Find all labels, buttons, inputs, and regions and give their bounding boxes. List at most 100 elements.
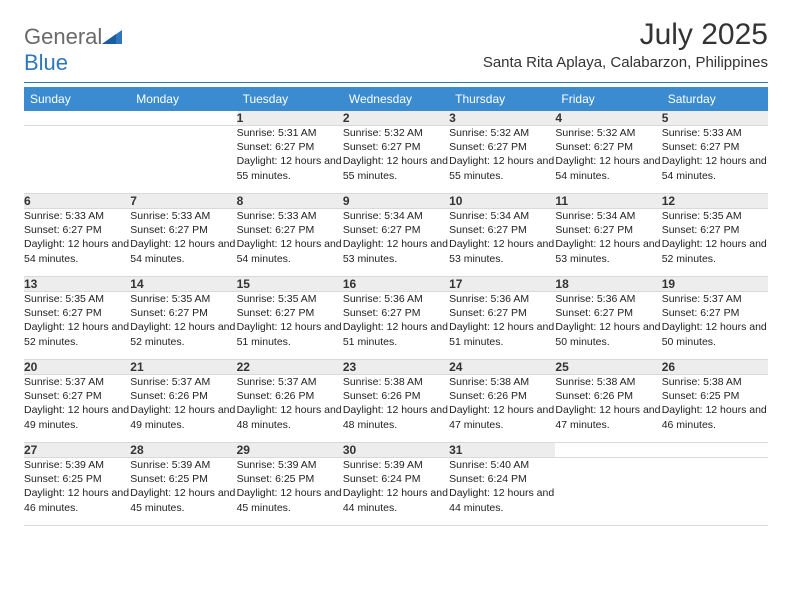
sunrise-text: Sunrise: 5:33 AM bbox=[24, 209, 130, 223]
day-content-cell: Sunrise: 5:34 AMSunset: 6:27 PMDaylight:… bbox=[555, 209, 661, 277]
daylight-text: Daylight: 12 hours and 47 minutes. bbox=[555, 403, 661, 431]
day-number-cell bbox=[24, 111, 130, 126]
daynum-row: 6789101112 bbox=[24, 194, 768, 209]
day-number: 28 bbox=[130, 443, 143, 457]
day-number-cell bbox=[662, 443, 768, 458]
day-content-cell: Sunrise: 5:37 AMSunset: 6:27 PMDaylight:… bbox=[24, 375, 130, 443]
logo: General Blue bbox=[24, 18, 122, 76]
sunset-text: Sunset: 6:27 PM bbox=[449, 306, 555, 320]
page-header: General Blue July 2025 Santa Rita Aplaya… bbox=[24, 18, 768, 76]
day-number-cell: 7 bbox=[130, 194, 236, 209]
day-number-cell: 30 bbox=[343, 443, 449, 458]
sunset-text: Sunset: 6:27 PM bbox=[343, 140, 449, 154]
sunset-text: Sunset: 6:27 PM bbox=[449, 223, 555, 237]
day-content-cell: Sunrise: 5:36 AMSunset: 6:27 PMDaylight:… bbox=[343, 292, 449, 360]
sunset-text: Sunset: 6:27 PM bbox=[449, 140, 555, 154]
daylight-text: Daylight: 12 hours and 44 minutes. bbox=[343, 486, 449, 514]
day-number: 15 bbox=[237, 277, 250, 291]
page-subtitle: Santa Rita Aplaya, Calabarzon, Philippin… bbox=[483, 54, 768, 71]
calendar-page: General Blue July 2025 Santa Rita Aplaya… bbox=[0, 0, 792, 536]
day-number: 9 bbox=[343, 194, 350, 208]
sunrise-text: Sunrise: 5:31 AM bbox=[237, 126, 343, 140]
sunrise-text: Sunrise: 5:32 AM bbox=[343, 126, 449, 140]
day-number: 4 bbox=[555, 111, 562, 125]
sunrise-text: Sunrise: 5:34 AM bbox=[555, 209, 661, 223]
sunset-text: Sunset: 6:26 PM bbox=[343, 389, 449, 403]
day-content-cell: Sunrise: 5:32 AMSunset: 6:27 PMDaylight:… bbox=[555, 126, 661, 194]
day-number: 10 bbox=[449, 194, 462, 208]
daylight-text: Daylight: 12 hours and 48 minutes. bbox=[343, 403, 449, 431]
day-content-cell: Sunrise: 5:33 AMSunset: 6:27 PMDaylight:… bbox=[24, 209, 130, 277]
day-content-cell: Sunrise: 5:33 AMSunset: 6:27 PMDaylight:… bbox=[237, 209, 343, 277]
day-number-cell: 8 bbox=[237, 194, 343, 209]
day-number: 24 bbox=[449, 360, 462, 374]
day-content-cell: Sunrise: 5:38 AMSunset: 6:25 PMDaylight:… bbox=[662, 375, 768, 443]
day-content-cell: Sunrise: 5:36 AMSunset: 6:27 PMDaylight:… bbox=[555, 292, 661, 360]
sunrise-text: Sunrise: 5:33 AM bbox=[662, 126, 768, 140]
sunset-text: Sunset: 6:27 PM bbox=[555, 306, 661, 320]
daynum-row: 20212223242526 bbox=[24, 360, 768, 375]
daylight-text: Daylight: 12 hours and 46 minutes. bbox=[662, 403, 768, 431]
day-number: 1 bbox=[237, 111, 244, 125]
daylight-text: Daylight: 12 hours and 50 minutes. bbox=[555, 320, 661, 348]
weekday-header: Tuesday bbox=[237, 87, 343, 111]
daynum-row: 12345 bbox=[24, 111, 768, 126]
sunset-text: Sunset: 6:27 PM bbox=[237, 223, 343, 237]
sunset-text: Sunset: 6:27 PM bbox=[555, 140, 661, 154]
daylight-text: Daylight: 12 hours and 51 minutes. bbox=[449, 320, 555, 348]
day-content-cell: Sunrise: 5:32 AMSunset: 6:27 PMDaylight:… bbox=[449, 126, 555, 194]
day-number-cell: 20 bbox=[24, 360, 130, 375]
day-number-cell: 6 bbox=[24, 194, 130, 209]
day-number-cell: 15 bbox=[237, 277, 343, 292]
sunset-text: Sunset: 6:25 PM bbox=[237, 472, 343, 486]
day-number: 20 bbox=[24, 360, 37, 374]
day-content-cell bbox=[130, 126, 236, 194]
day-content-cell: Sunrise: 5:40 AMSunset: 6:24 PMDaylight:… bbox=[449, 458, 555, 526]
sunrise-text: Sunrise: 5:32 AM bbox=[555, 126, 661, 140]
day-content-cell: Sunrise: 5:39 AMSunset: 6:25 PMDaylight:… bbox=[24, 458, 130, 526]
daylight-text: Daylight: 12 hours and 44 minutes. bbox=[449, 486, 555, 514]
day-number-cell: 26 bbox=[662, 360, 768, 375]
daylight-text: Daylight: 12 hours and 47 minutes. bbox=[449, 403, 555, 431]
page-title: July 2025 bbox=[483, 18, 768, 52]
daynum-row: 13141516171819 bbox=[24, 277, 768, 292]
sunset-text: Sunset: 6:24 PM bbox=[449, 472, 555, 486]
day-number: 12 bbox=[662, 194, 675, 208]
sunrise-text: Sunrise: 5:35 AM bbox=[237, 292, 343, 306]
header-divider bbox=[24, 82, 768, 83]
sunrise-text: Sunrise: 5:40 AM bbox=[449, 458, 555, 472]
day-number-cell: 13 bbox=[24, 277, 130, 292]
sunrise-text: Sunrise: 5:37 AM bbox=[237, 375, 343, 389]
sunset-text: Sunset: 6:27 PM bbox=[343, 223, 449, 237]
day-number-cell bbox=[130, 111, 236, 126]
logo-word1: General bbox=[24, 24, 102, 49]
sunrise-text: Sunrise: 5:33 AM bbox=[130, 209, 236, 223]
sunrise-text: Sunrise: 5:39 AM bbox=[24, 458, 130, 472]
weekday-header: Thursday bbox=[449, 87, 555, 111]
sunset-text: Sunset: 6:25 PM bbox=[24, 472, 130, 486]
sunrise-text: Sunrise: 5:37 AM bbox=[24, 375, 130, 389]
day-number: 27 bbox=[24, 443, 37, 457]
sunset-text: Sunset: 6:26 PM bbox=[449, 389, 555, 403]
day-content-cell: Sunrise: 5:39 AMSunset: 6:24 PMDaylight:… bbox=[343, 458, 449, 526]
day-number: 3 bbox=[449, 111, 456, 125]
sunrise-text: Sunrise: 5:35 AM bbox=[662, 209, 768, 223]
day-content-cell: Sunrise: 5:39 AMSunset: 6:25 PMDaylight:… bbox=[130, 458, 236, 526]
day-content-cell: Sunrise: 5:38 AMSunset: 6:26 PMDaylight:… bbox=[343, 375, 449, 443]
day-number: 2 bbox=[343, 111, 350, 125]
content-row: Sunrise: 5:33 AMSunset: 6:27 PMDaylight:… bbox=[24, 209, 768, 277]
day-number: 6 bbox=[24, 194, 31, 208]
weekday-header: Wednesday bbox=[343, 87, 449, 111]
weekday-header: Monday bbox=[130, 87, 236, 111]
daylight-text: Daylight: 12 hours and 46 minutes. bbox=[24, 486, 130, 514]
sunrise-text: Sunrise: 5:37 AM bbox=[662, 292, 768, 306]
day-content-cell: Sunrise: 5:35 AMSunset: 6:27 PMDaylight:… bbox=[237, 292, 343, 360]
day-content-cell: Sunrise: 5:34 AMSunset: 6:27 PMDaylight:… bbox=[449, 209, 555, 277]
day-number: 22 bbox=[237, 360, 250, 374]
day-number-cell: 2 bbox=[343, 111, 449, 126]
day-number: 18 bbox=[555, 277, 568, 291]
day-number: 14 bbox=[130, 277, 143, 291]
sunrise-text: Sunrise: 5:38 AM bbox=[555, 375, 661, 389]
day-number: 7 bbox=[130, 194, 137, 208]
day-number-cell: 24 bbox=[449, 360, 555, 375]
